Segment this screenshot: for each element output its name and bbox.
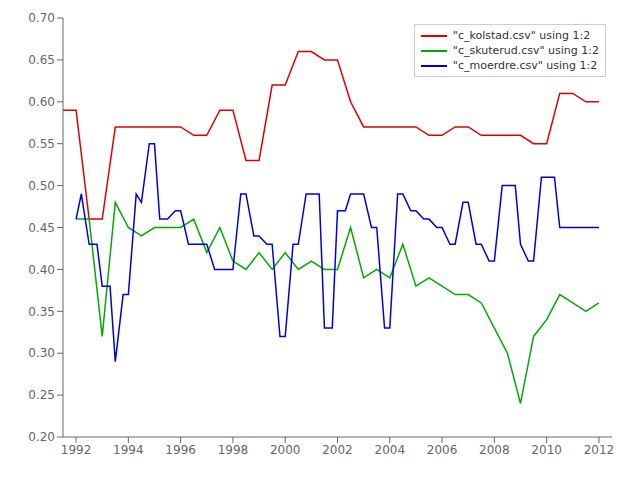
- svg-text:2012: 2012: [584, 443, 615, 457]
- svg-text:0.60: 0.60: [28, 95, 55, 109]
- svg-text:2010: 2010: [531, 443, 562, 457]
- svg-text:0.40: 0.40: [28, 263, 55, 277]
- svg-text:1998: 1998: [218, 443, 249, 457]
- svg-text:0.70: 0.70: [28, 11, 55, 25]
- svg-text:0.65: 0.65: [28, 53, 55, 67]
- svg-text:2006: 2006: [427, 443, 458, 457]
- svg-text:2008: 2008: [479, 443, 510, 457]
- svg-text:1994: 1994: [113, 443, 144, 457]
- svg-text:0.30: 0.30: [28, 346, 55, 360]
- svg-text:0.45: 0.45: [28, 221, 55, 235]
- svg-text:1992: 1992: [61, 443, 92, 457]
- svg-text:2002: 2002: [322, 443, 353, 457]
- svg-text:0.20: 0.20: [28, 430, 55, 444]
- html-text:"c_kolstad.csv" using 1:2: "c_kolstad.csv" using 1:2: [452, 29, 591, 42]
- svg-text:0.50: 0.50: [28, 179, 55, 193]
- html-text:"c_skuterud.csv" using 1:2: "c_skuterud.csv" using 1:2: [452, 44, 599, 57]
- svg-text:0.55: 0.55: [28, 137, 55, 151]
- svg-text:2004: 2004: [375, 443, 406, 457]
- svg-text:2000: 2000: [270, 443, 301, 457]
- svg-text:0.25: 0.25: [28, 388, 55, 402]
- svg-text:1996: 1996: [165, 443, 196, 457]
- svg-text:0.35: 0.35: [28, 305, 55, 319]
- html-text:"c_moerdre.csv" using 1:2: "c_moerdre.csv" using 1:2: [452, 59, 598, 72]
